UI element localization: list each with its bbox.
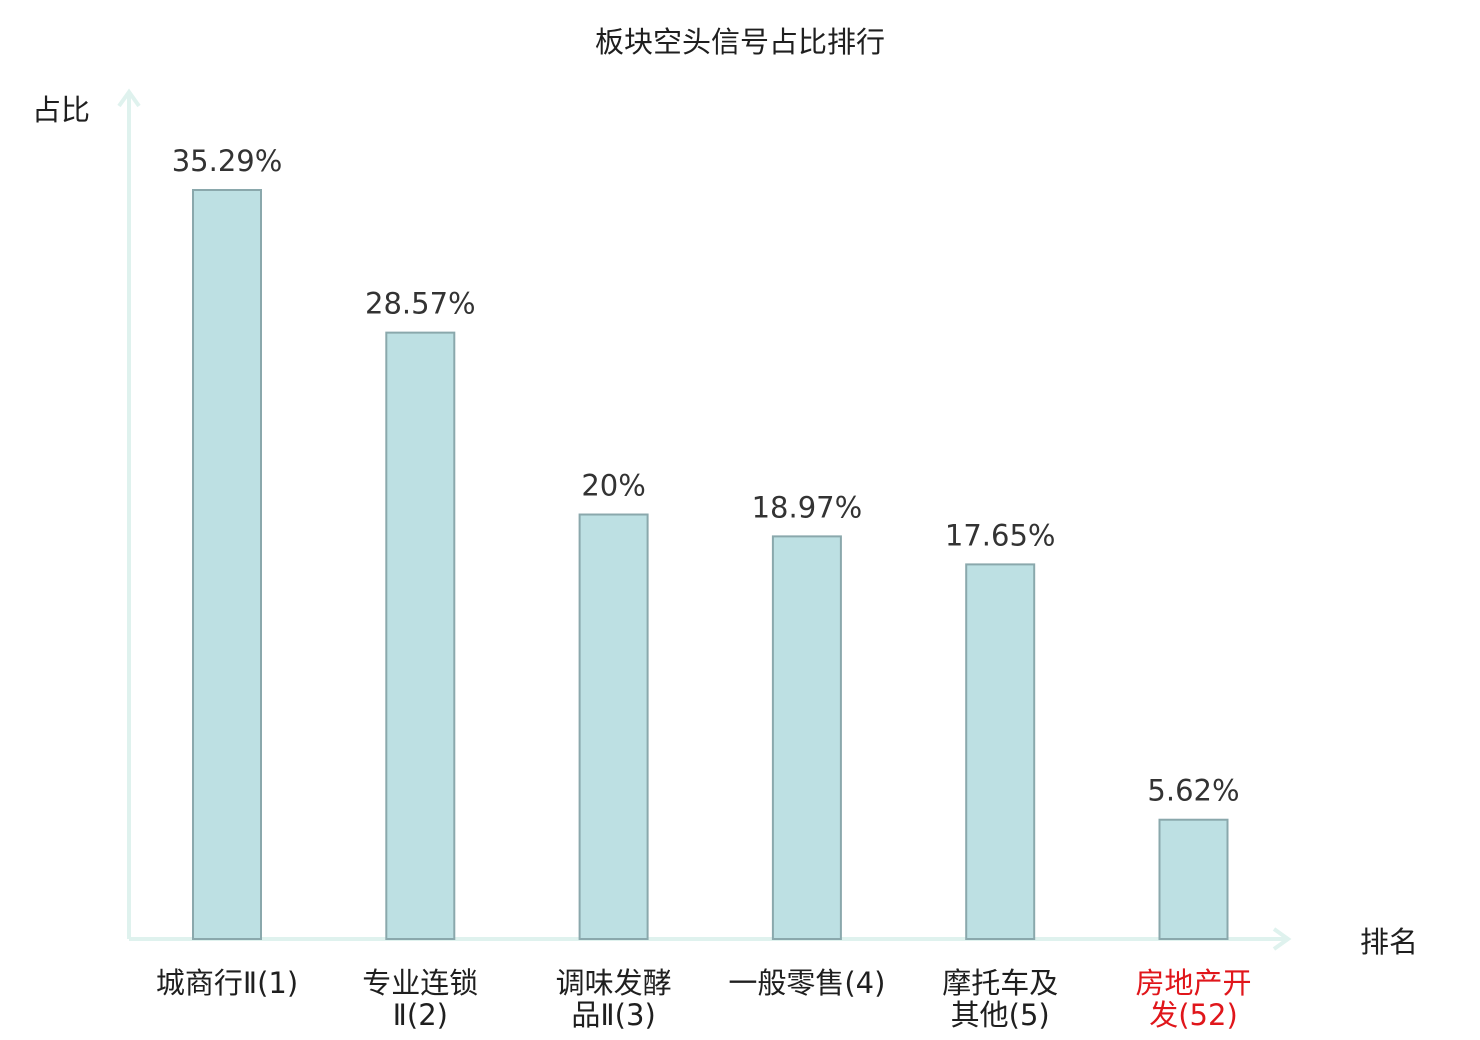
category-label-1-line-1: 城商行Ⅱ(1) (156, 966, 298, 1000)
bar-3 (578, 513, 649, 940)
value-label-5: 17.65% (945, 518, 1056, 552)
y-axis-arrow (117, 88, 141, 108)
x-axis-arrow (1272, 927, 1292, 951)
bar-2 (385, 331, 456, 941)
bars-group (192, 189, 1229, 941)
bar-5 (965, 563, 1036, 940)
category-label-3-line-2: 品Ⅱ(3) (571, 998, 655, 1032)
value-labels-group: 35.29% 28.57% 20% 18.97% 17.65% 5.62% (172, 144, 1240, 808)
value-label-1: 35.29% (172, 144, 283, 178)
category-label-4-line-1: 一般零售(4) (728, 966, 885, 1000)
bar-6 (1158, 818, 1229, 941)
category-label-6-line-2: 发(52) (1149, 998, 1238, 1032)
axes (117, 88, 1292, 951)
bar-1 (192, 189, 262, 940)
category-label-6-line-1: 房地产开 (1135, 966, 1251, 1000)
value-label-4: 18.97% (752, 490, 863, 524)
y-axis-label: 占比 (32, 93, 90, 127)
chart-title: 板块空头信号占比排行 (595, 25, 885, 59)
value-label-2: 28.57% (365, 287, 476, 321)
value-label-3: 20% (581, 469, 645, 503)
x-axis-label: 排名 (1360, 925, 1418, 959)
category-label-5-line-1: 摩托车及 (942, 966, 1058, 1000)
value-label-6: 5.62% (1147, 774, 1239, 808)
category-label-2-line-1: 专业连锁 (362, 966, 478, 1000)
category-label-3-line-1: 调味发酵 (556, 966, 672, 1000)
category-label-2-line-2: Ⅱ(2) (393, 998, 448, 1032)
category-label-5-line-2: 其他(5) (951, 998, 1050, 1032)
bar-4 (771, 535, 842, 940)
